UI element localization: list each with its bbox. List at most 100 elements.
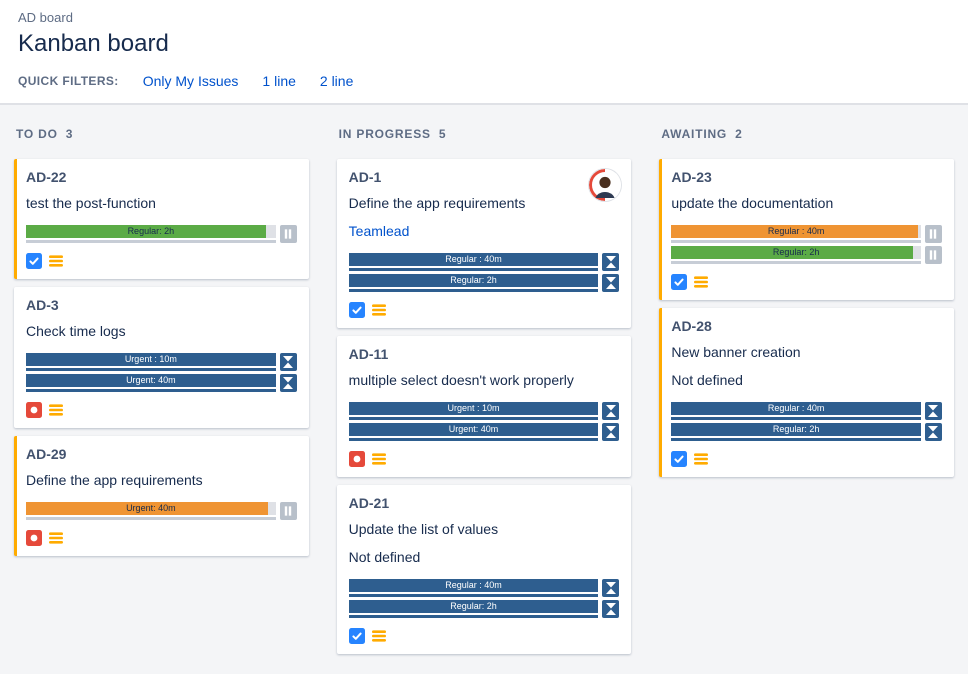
timer-running-icon[interactable] bbox=[602, 253, 620, 271]
issue-summary: Update the list of values bbox=[348, 521, 499, 537]
card-list: AD-22 test the post-function Regular: 2h bbox=[14, 159, 309, 556]
issue-summary: update the documentation bbox=[671, 195, 834, 211]
issue-card[interactable]: AD-11 multiple select doesn't work prope… bbox=[336, 336, 632, 477]
timer-running-icon[interactable] bbox=[602, 274, 620, 292]
timer-running-icon[interactable] bbox=[924, 423, 942, 441]
timer-row: Regular: 2h bbox=[348, 274, 620, 292]
column-name: TO DO bbox=[16, 127, 58, 141]
breadcrumb[interactable]: AD board bbox=[18, 10, 73, 25]
page-title: Kanban board bbox=[18, 30, 169, 57]
timer-progress-bar: Urgent : 10m bbox=[26, 353, 276, 371]
timer-row: Urgent : 10m bbox=[348, 402, 620, 420]
task-type-icon bbox=[26, 253, 42, 269]
task-type-icon bbox=[671, 274, 687, 290]
timer-list: Urgent: 40m bbox=[26, 502, 297, 520]
task-type-icon bbox=[671, 451, 687, 467]
timer-paused-icon[interactable] bbox=[279, 502, 297, 520]
issue-card[interactable]: AD-21 Update the list of values Not defi… bbox=[336, 485, 632, 654]
timer-paused-icon[interactable] bbox=[279, 225, 297, 243]
timer-paused-icon[interactable] bbox=[924, 246, 942, 264]
timer-underbar bbox=[348, 594, 599, 597]
timer-list: Regular : 40m Regular: 2h bbox=[671, 402, 942, 441]
issue-card[interactable]: AD-28 New banner creation Not defined Re… bbox=[659, 308, 954, 477]
issue-summary: Check time logs bbox=[26, 323, 126, 339]
column-header: IN PROGRESS 5 bbox=[339, 127, 632, 141]
timer-label: Regular: 2h bbox=[772, 247, 820, 257]
priority-medium-icon bbox=[48, 530, 64, 546]
issue-card[interactable]: AD-1 Define the app requirements Teamlea… bbox=[336, 159, 632, 328]
timer-row: Regular : 40m bbox=[348, 253, 620, 271]
timer-paused-icon[interactable] bbox=[924, 225, 942, 243]
timer-running-icon[interactable] bbox=[602, 423, 620, 441]
timer-label: Regular: 2h bbox=[772, 424, 820, 434]
timer-progress-bar: Regular: 2h bbox=[671, 246, 921, 264]
timer-row: Regular : 40m bbox=[671, 225, 942, 243]
timer-label: Urgent: 40m bbox=[126, 503, 176, 513]
timer-fill bbox=[348, 253, 599, 266]
issue-key[interactable]: AD-28 bbox=[671, 318, 712, 334]
timer-running-icon[interactable] bbox=[602, 402, 620, 420]
timer-running-icon[interactable] bbox=[602, 600, 620, 618]
bug-type-icon bbox=[26, 402, 42, 418]
timer-row: Urgent: 40m bbox=[26, 374, 297, 392]
priority-medium-icon bbox=[693, 274, 709, 290]
timer-label: Regular : 40m bbox=[767, 226, 825, 236]
issue-summary: Define the app requirements bbox=[348, 195, 526, 211]
priority-medium-icon bbox=[371, 628, 387, 644]
timer-row: Regular : 40m bbox=[348, 579, 620, 597]
issue-key[interactable]: AD-11 bbox=[348, 346, 389, 362]
timer-running-icon[interactable] bbox=[279, 353, 297, 371]
bug-type-icon bbox=[26, 530, 42, 546]
filter-1-line[interactable]: 1 line bbox=[262, 73, 296, 89]
timer-row: Regular : 40m bbox=[671, 402, 942, 420]
timer-fill bbox=[26, 225, 266, 238]
issue-key[interactable]: AD-3 bbox=[26, 297, 59, 313]
priority-medium-icon bbox=[48, 253, 64, 269]
timer-fill bbox=[26, 353, 276, 366]
filter-only-my-issues[interactable]: Only My Issues bbox=[142, 73, 239, 89]
issue-card[interactable]: AD-22 test the post-function Regular: 2h bbox=[14, 159, 309, 279]
issue-card[interactable]: AD-23 update the documentation Regular :… bbox=[659, 159, 954, 300]
timer-underbar bbox=[348, 289, 599, 292]
timer-row: Urgent: 40m bbox=[348, 423, 620, 441]
timer-underbar bbox=[26, 368, 276, 371]
timer-row: Regular: 2h bbox=[671, 423, 942, 441]
issue-key[interactable]: AD-21 bbox=[348, 495, 390, 511]
column-name: IN PROGRESS bbox=[338, 127, 431, 141]
timer-fill bbox=[348, 579, 599, 592]
timer-underbar bbox=[348, 417, 599, 420]
timer-progress-bar: Regular : 40m bbox=[671, 225, 921, 243]
issue-field-link[interactable]: Teamlead bbox=[348, 223, 410, 239]
timer-progress-bar: Regular : 40m bbox=[348, 253, 599, 271]
timer-running-icon[interactable] bbox=[279, 374, 297, 392]
task-type-icon bbox=[349, 302, 365, 318]
issue-card[interactable]: AD-29 Define the app requirements Urgent… bbox=[14, 436, 309, 556]
timer-progress-bar: Urgent: 40m bbox=[348, 423, 599, 441]
issue-key[interactable]: AD-23 bbox=[671, 169, 712, 185]
timer-running-icon[interactable] bbox=[602, 579, 620, 597]
card-footer bbox=[26, 530, 297, 546]
issue-key[interactable]: AD-29 bbox=[26, 446, 67, 462]
timer-row: Regular: 2h bbox=[671, 246, 942, 264]
timer-underbar bbox=[26, 517, 276, 520]
timer-running-icon[interactable] bbox=[924, 402, 942, 420]
quick-filters-label: QUICK FILTERS: bbox=[18, 74, 119, 88]
issue-key[interactable]: AD-22 bbox=[26, 169, 67, 185]
timer-label: Regular: 2h bbox=[450, 275, 497, 285]
timer-list: Regular : 40m Regular: 2h bbox=[348, 579, 620, 618]
timer-label: Urgent : 10m bbox=[447, 403, 500, 413]
timer-progress-bar: Urgent : 10m bbox=[348, 402, 599, 420]
timer-progress-bar: Regular: 2h bbox=[348, 600, 599, 618]
filter-2-line[interactable]: 2 line bbox=[319, 73, 354, 89]
timer-underbar bbox=[671, 240, 921, 243]
timer-list: Regular: 2h bbox=[26, 225, 297, 243]
card-footer bbox=[349, 451, 620, 467]
timer-progress-bar: Urgent: 40m bbox=[26, 374, 276, 392]
issue-field-value: Not defined bbox=[671, 372, 743, 388]
timer-fill bbox=[26, 374, 276, 387]
issue-key[interactable]: AD-1 bbox=[348, 169, 382, 185]
timer-fill bbox=[671, 402, 921, 415]
issue-card[interactable]: AD-3 Check time logs Urgent : 10m bbox=[14, 287, 309, 428]
column-count: 5 bbox=[438, 127, 447, 141]
card-footer bbox=[349, 628, 620, 644]
